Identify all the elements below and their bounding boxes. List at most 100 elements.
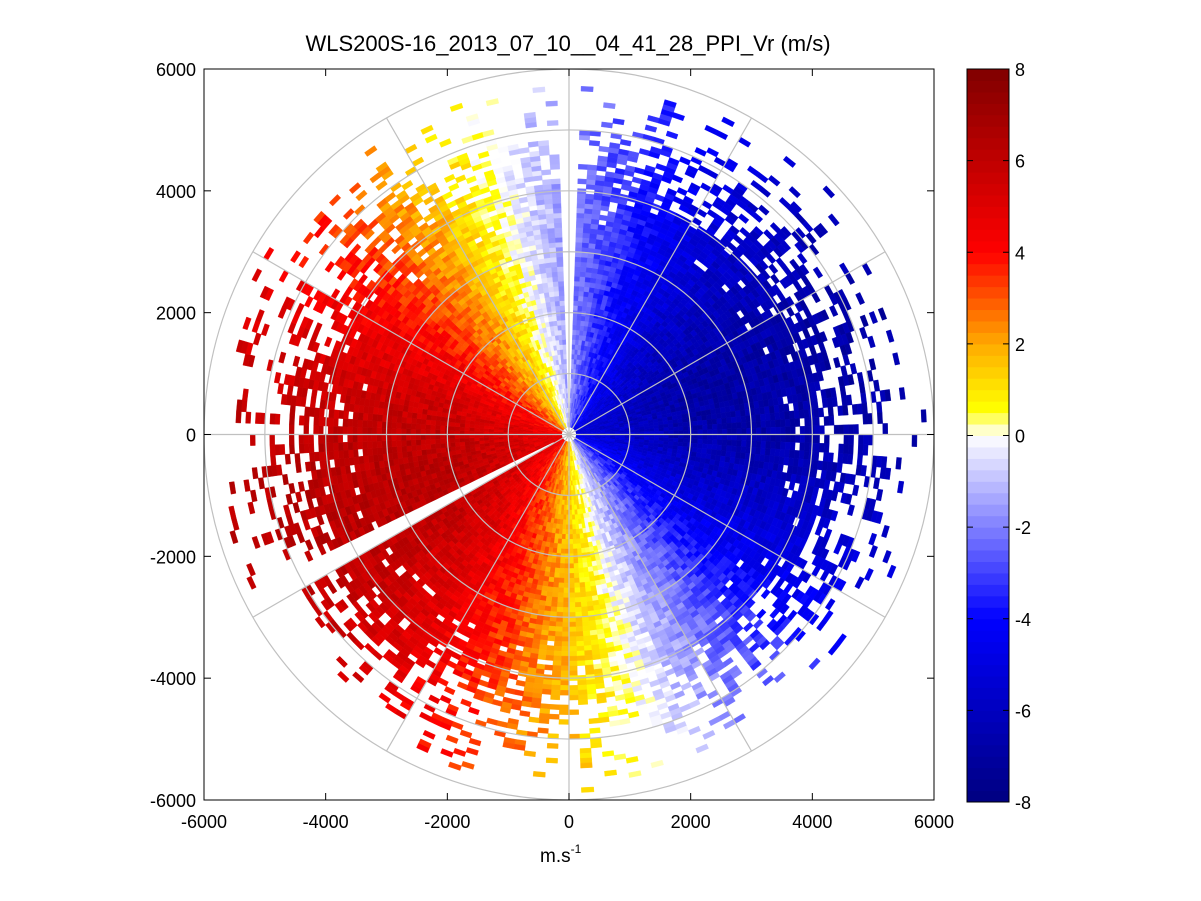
- velocity-cell: [572, 543, 578, 550]
- velocity-cell: [711, 418, 718, 425]
- velocity-cell: [648, 437, 655, 441]
- velocity-cell: [848, 434, 854, 445]
- velocity-cell: [784, 418, 791, 428]
- velocity-cell: [668, 437, 674, 443]
- velocity-cell: [864, 568, 874, 582]
- velocity-cell: [663, 437, 669, 442]
- velocity-cell: [725, 411, 732, 419]
- velocity-cell: [759, 447, 766, 456]
- velocity-cell: [598, 716, 610, 724]
- velocity-cell: [588, 140, 601, 147]
- velocity-cell: [876, 401, 883, 414]
- velocity-cell: [859, 326, 868, 340]
- velocity-cell: [726, 417, 732, 424]
- velocity-cell: [683, 430, 689, 435]
- velocity-cell: [673, 437, 679, 443]
- velocity-cell: [715, 412, 722, 420]
- velocity-cell: [587, 164, 598, 171]
- velocity-cell: [838, 443, 845, 454]
- velocity-cell: [586, 556, 592, 563]
- velocity-cell: [596, 697, 607, 704]
- velocity-cell: [688, 725, 701, 736]
- velocity-cell: [760, 420, 767, 429]
- velocity-cell: [695, 410, 702, 417]
- velocity-cell: [697, 420, 703, 426]
- velocity-cell: [794, 418, 801, 427]
- velocity-cell: [634, 167, 646, 175]
- velocity-cell: [812, 399, 819, 410]
- velocity-cell: [578, 285, 585, 292]
- velocity-cell: [576, 660, 586, 667]
- velocity-cell: [571, 524, 576, 530]
- velocity-cell: [617, 708, 629, 716]
- velocity-cell: [875, 488, 884, 502]
- velocity-cell: [702, 729, 716, 740]
- velocity-cell: [789, 441, 796, 451]
- velocity-cell: [576, 543, 582, 549]
- velocity-cell: [576, 193, 587, 199]
- velocity-cell: [717, 428, 723, 435]
- velocity-cell: [619, 717, 631, 726]
- velocity-cell: [624, 430, 631, 433]
- velocity-cell: [579, 582, 586, 588]
- velocity-cell: [775, 419, 781, 428]
- velocity-cell: [578, 567, 584, 574]
- velocity-cell: [851, 484, 860, 497]
- velocity-cell: [721, 116, 735, 128]
- velocity-cell: [710, 449, 717, 456]
- velocity-cell: [853, 424, 859, 435]
- velocity-cell: [695, 743, 709, 754]
- velocity-cell: [579, 533, 584, 539]
- velocity-cell: [649, 679, 660, 688]
- velocity-cell: [628, 770, 642, 778]
- velocity-cell: [582, 296, 589, 303]
- velocity-cell: [707, 429, 713, 435]
- velocity-cell: [823, 416, 830, 426]
- velocity-cell: [680, 681, 692, 691]
- velocity-cell: [579, 538, 585, 544]
- velocity-cell: [847, 504, 855, 517]
- velocity-cell: [884, 389, 892, 402]
- velocity-cell: [751, 427, 757, 435]
- velocity-cell: [746, 434, 752, 442]
- velocity-cell: [802, 220, 814, 233]
- velocity-cell: [584, 664, 594, 671]
- velocity-cell: [583, 291, 590, 298]
- velocity-cell: [730, 451, 737, 459]
- velocity-cell: [677, 438, 684, 443]
- velocity-cell: [706, 414, 713, 421]
- velocity-cell: [578, 699, 589, 706]
- velocity-cell: [755, 414, 762, 422]
- velocity-cell: [581, 557, 588, 564]
- velocity-cell: [731, 434, 738, 441]
- velocity-cell: [836, 462, 843, 474]
- velocity-cell: [668, 426, 674, 432]
- velocity-cell: [584, 203, 594, 210]
- velocity-cell: [585, 267, 593, 274]
- velocity-cell: [598, 214, 608, 222]
- velocity-cell: [663, 427, 669, 432]
- velocity-cell: [715, 449, 722, 457]
- velocity-cell: [697, 429, 703, 435]
- velocity-cell: [726, 434, 733, 441]
- velocity-cell: [579, 586, 586, 593]
- velocity-cell: [584, 208, 593, 215]
- velocity-cell: [697, 434, 703, 440]
- velocity-cell: [573, 567, 579, 574]
- velocity-cell: [777, 396, 784, 406]
- velocity-cell: [868, 358, 877, 371]
- velocity-cell: [758, 204, 770, 216]
- velocity-cell: [586, 561, 593, 568]
- velocity-cell: [577, 305, 583, 312]
- velocity-cell: [578, 577, 585, 584]
- velocity-cell: [682, 421, 689, 427]
- velocity-cell: [584, 659, 594, 666]
- velocity-cell: [579, 591, 587, 598]
- velocity-cell: [736, 440, 742, 447]
- velocity-cell: [576, 315, 582, 321]
- velocity-cell: [704, 124, 718, 135]
- velocity-cell: [614, 694, 626, 702]
- velocity-cell: [741, 421, 747, 429]
- velocity-cell: [579, 276, 586, 283]
- plot-area: [204, 69, 934, 800]
